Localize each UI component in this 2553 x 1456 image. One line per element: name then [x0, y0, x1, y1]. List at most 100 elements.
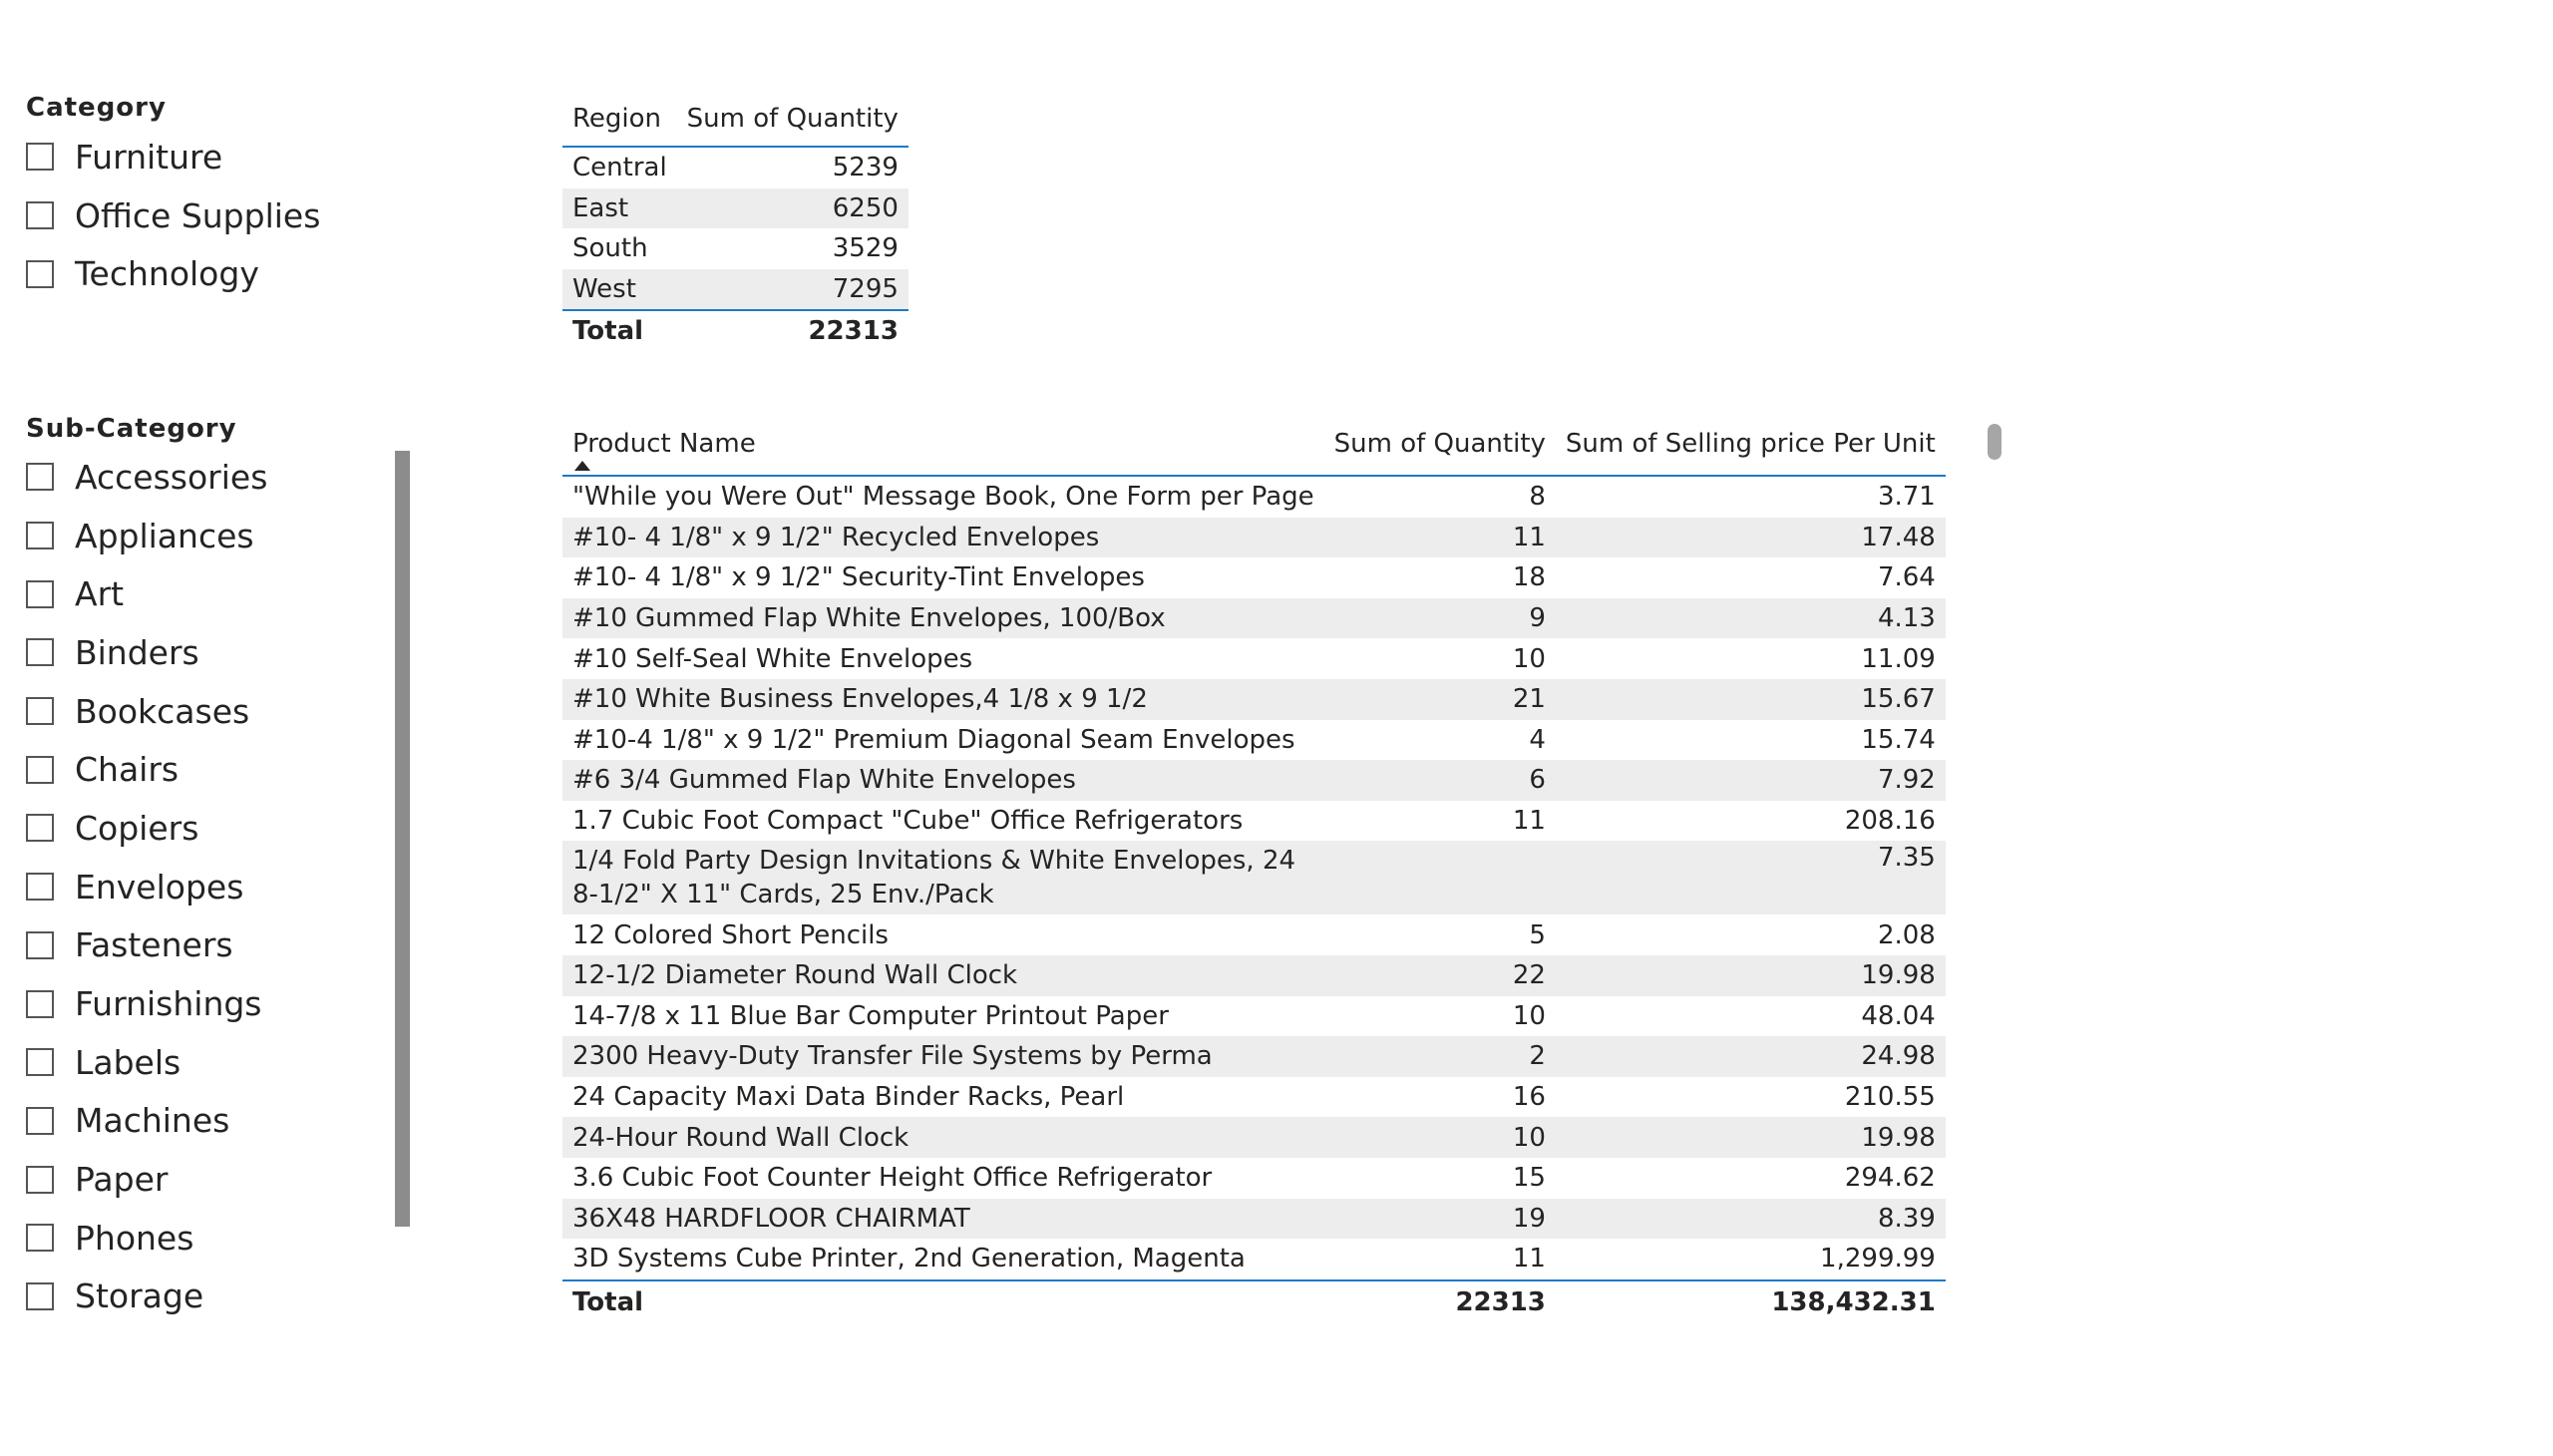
checkbox[interactable] — [26, 814, 54, 843]
total-label: Total — [562, 309, 677, 352]
product-name-cell: 1.7 Cubic Foot Compact "Cube" Office Ref… — [572, 806, 1244, 837]
column-header-region[interactable]: Region — [572, 104, 662, 134]
table-row[interactable]: 36X48 HARDFLOOR CHAIRMAT 19 8.39 — [562, 1198, 1946, 1240]
table-row[interactable]: #10 Self-Seal White Envelopes 10 11.09 — [562, 638, 1946, 679]
subcategory-item-envelopes[interactable]: Envelopes — [26, 858, 267, 916]
table-row[interactable]: #10- 4 1/8" x 9 1/2" Recycled Envelopes 1… — [562, 517, 1946, 558]
quantity-cell: 5 — [1529, 919, 1546, 950]
subcategory-item-copiers[interactable]: Copiers — [26, 799, 267, 858]
checkbox[interactable] — [26, 873, 54, 902]
checkbox[interactable] — [26, 638, 54, 667]
table-row[interactable]: 12 Colored Short Pencils 5 2.08 — [562, 914, 1946, 955]
subcategory-item-machines[interactable]: Machines — [26, 1092, 267, 1151]
checkbox[interactable] — [26, 579, 54, 608]
quantity-cell: 6 — [1323, 760, 1556, 801]
checkbox[interactable] — [26, 1224, 54, 1253]
subcategory-item-bookcases[interactable]: Bookcases — [26, 682, 267, 741]
product-name-cell: 2300 Heavy-Duty Transfer File Systems by… — [562, 1036, 1324, 1077]
quantity-cell: 5239 — [676, 146, 909, 188]
table-total-row: Total 22313 — [562, 309, 909, 352]
column-header-label: Product Name — [572, 429, 756, 459]
price-cell: 15.74 — [1861, 724, 1936, 755]
price-cell: 19.98 — [1555, 1117, 1946, 1158]
subcategory-item-label: Paper — [75, 1160, 169, 1200]
quantity-cell: 10 — [1512, 643, 1546, 674]
subcategory-item-storage[interactable]: Storage — [26, 1268, 267, 1326]
column-header-product-name[interactable]: Product Name — [562, 425, 1324, 476]
quantity-cell: 9 — [1323, 597, 1556, 639]
table-row[interactable]: 24 Capacity Maxi Data Binder Racks, Pear… — [562, 1077, 1946, 1118]
table-row[interactable]: 2300 Heavy-Duty Transfer File Systems by… — [562, 1036, 1946, 1077]
table-row[interactable]: East 6250 — [562, 187, 909, 229]
table-row[interactable]: "While you Were Out" Message Book, One F… — [562, 475, 1946, 518]
table-row[interactable]: #10 Gummed Flap White Envelopes, 100/Box… — [562, 597, 1946, 639]
subcategory-item-chairs[interactable]: Chairs — [26, 740, 267, 799]
checkbox[interactable] — [26, 1048, 54, 1077]
subcategory-item-label: Binders — [75, 632, 199, 672]
product-name-cell: 3D Systems Cube Printer, 2nd Generation,… — [572, 1244, 1246, 1274]
table-row[interactable]: #6 3/4 Gummed Flap White Envelopes 6 7.92 — [562, 760, 1946, 801]
price-cell: 210.55 — [1844, 1082, 1936, 1113]
subcategory-item-label: Machines — [75, 1101, 230, 1141]
column-header-sum-of-quantity[interactable]: Sum of Quantity — [686, 104, 899, 134]
category-item-furniture[interactable]: Furniture — [26, 128, 320, 186]
category-item-technology[interactable]: Technology — [26, 244, 320, 303]
checkbox[interactable] — [26, 1281, 54, 1310]
checkbox[interactable] — [26, 697, 54, 726]
total-label: Total — [562, 1278, 1324, 1324]
table-row[interactable]: 24-Hour Round Wall Clock 10 19.98 — [562, 1117, 1946, 1158]
checkbox[interactable] — [26, 463, 54, 492]
category-item-office-supplies[interactable]: Office Supplies — [26, 186, 320, 245]
subcategory-item-furnishings[interactable]: Furnishings — [26, 974, 267, 1033]
table-row[interactable]: 1/4 Fold Party Design Invitations & Whit… — [562, 841, 1946, 915]
product-name-cell: 24 Capacity Maxi Data Binder Racks, Pear… — [572, 1082, 1125, 1113]
subcategory-slicer: Sub-Category Accessories Appliances Art … — [26, 410, 267, 1325]
subcategory-slicer-scrollbar[interactable] — [395, 451, 410, 1227]
subcategory-item-phones[interactable]: Phones — [26, 1209, 267, 1268]
checkbox[interactable] — [26, 201, 54, 230]
product-name-cell: "While you Were Out" Message Book, One F… — [562, 475, 1324, 518]
table-row[interactable]: South 3529 — [562, 228, 909, 269]
subcategory-item-binders[interactable]: Binders — [26, 623, 267, 682]
quantity-cell: 22 — [1323, 954, 1556, 996]
subcategory-item-labels[interactable]: Labels — [26, 1033, 267, 1092]
price-cell: 24.98 — [1555, 1036, 1946, 1077]
column-header-sum-of-quantity[interactable]: Sum of Quantity — [1333, 429, 1546, 459]
table-row[interactable]: 3.6 Cubic Foot Counter Height Office Ref… — [562, 1158, 1946, 1199]
checkbox[interactable] — [26, 143, 54, 172]
subcategory-item-appliances[interactable]: Appliances — [26, 507, 267, 565]
quantity-cell: 8 — [1323, 475, 1556, 518]
table-row[interactable]: #10- 4 1/8" x 9 1/2" Security-Tint Envel… — [562, 557, 1946, 598]
checkbox[interactable] — [26, 930, 54, 959]
column-header-sum-of-selling-price[interactable]: Sum of Selling price Per Unit — [1565, 429, 1936, 459]
product-name-cell: 12-1/2 Diameter Round Wall Clock — [562, 954, 1324, 996]
subcategory-item-label: Labels — [75, 1042, 182, 1082]
subcategory-item-fasteners[interactable]: Fasteners — [26, 916, 267, 975]
table-row[interactable]: #10-4 1/8" x 9 1/2" Premium Diagonal Sea… — [562, 720, 1946, 761]
quantity-cell: 2 — [1323, 1036, 1556, 1077]
table-row[interactable]: #10 White Business Envelopes,4 1/8 x 9 1… — [562, 678, 1946, 720]
subcategory-item-accessories[interactable]: Accessories — [26, 448, 267, 507]
table-row[interactable]: 14-7/8 x 11 Blue Bar Computer Printout P… — [562, 996, 1946, 1037]
table-row[interactable]: Central 5239 — [562, 146, 909, 188]
checkbox[interactable] — [26, 259, 54, 288]
checkbox[interactable] — [26, 755, 54, 784]
subcategory-item-paper[interactable]: Paper — [26, 1150, 267, 1209]
quantity-cell: 4 — [1529, 724, 1546, 755]
quantity-cell: 11 — [1323, 517, 1556, 558]
table-row[interactable]: 3D Systems Cube Printer, 2nd Generation,… — [562, 1239, 1946, 1280]
subcategory-item-art[interactable]: Art — [26, 564, 267, 623]
price-cell: 15.67 — [1555, 678, 1946, 720]
checkbox[interactable] — [26, 989, 54, 1018]
table-row[interactable]: 1.7 Cubic Foot Compact "Cube" Office Ref… — [562, 801, 1946, 842]
product-name-cell: #6 3/4 Gummed Flap White Envelopes — [562, 760, 1324, 801]
subcategory-item-label: Appliances — [75, 516, 254, 555]
table-row[interactable]: 12-1/2 Diameter Round Wall Clock 22 19.98 — [562, 954, 1946, 996]
price-cell: 208.16 — [1844, 806, 1936, 837]
product-table-scrollbar[interactable] — [1988, 424, 2002, 460]
checkbox[interactable] — [26, 1106, 54, 1135]
checkbox[interactable] — [26, 522, 54, 550]
table-row[interactable]: West 7295 — [562, 268, 909, 311]
subcategory-item-label: Envelopes — [75, 867, 244, 907]
checkbox[interactable] — [26, 1165, 54, 1194]
